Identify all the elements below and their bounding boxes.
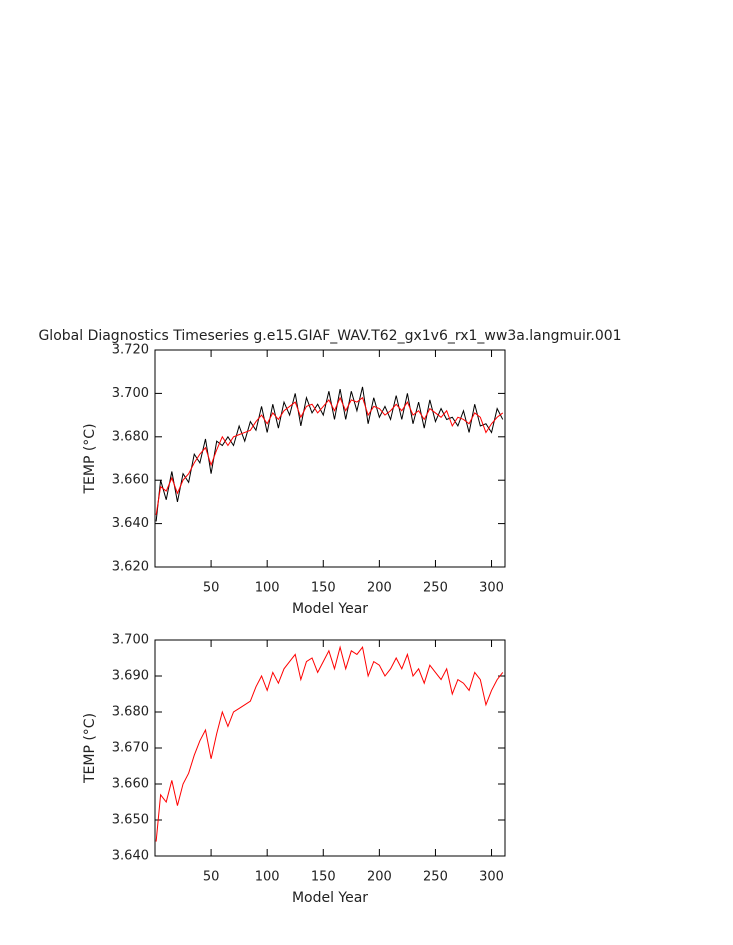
x-tick-label: 250 [423,870,448,885]
series-line [155,396,504,515]
y-tick-label: 3.680 [112,705,149,720]
y-tick-label: 3.700 [112,633,149,648]
y-tick-label: 3.640 [112,516,149,531]
series-line [155,645,504,842]
x-tick-label: 300 [479,581,504,596]
y-tick-label: 3.660 [112,777,149,792]
x-axis-label: Model Year [292,890,368,906]
y-tick-label: 3.620 [112,560,149,575]
x-tick-label: 100 [255,870,280,885]
y-tick-label: 3.640 [112,849,149,864]
x-tick-label: 50 [203,581,220,596]
x-tick-label: 250 [423,581,448,596]
plot-frame [154,349,506,568]
y-tick-label: 3.660 [112,473,149,488]
series-line [155,386,504,522]
y-axis-label: TEMP (°C) [82,713,98,784]
x-tick-label: 200 [367,581,392,596]
x-tick-label: 50 [203,870,220,885]
x-tick-label: 200 [367,870,392,885]
x-axis-label: Model Year [292,601,368,617]
x-tick-label: 150 [311,581,336,596]
y-tick-label: 3.690 [112,669,149,684]
chart-title: Global Diagnostics Timeseries g.e15.GIAF… [38,328,621,344]
y-tick-label: 3.650 [112,813,149,828]
y-tick-label: 3.720 [112,343,149,358]
x-tick-label: 100 [255,581,280,596]
plot-frame [154,639,506,857]
y-tick-label: 3.670 [112,741,149,756]
x-tick-label: 150 [311,870,336,885]
y-tick-label: 3.680 [112,429,149,444]
x-tick-label: 300 [479,870,504,885]
y-axis-label: TEMP (°C) [82,423,98,494]
y-tick-label: 3.700 [112,386,149,401]
